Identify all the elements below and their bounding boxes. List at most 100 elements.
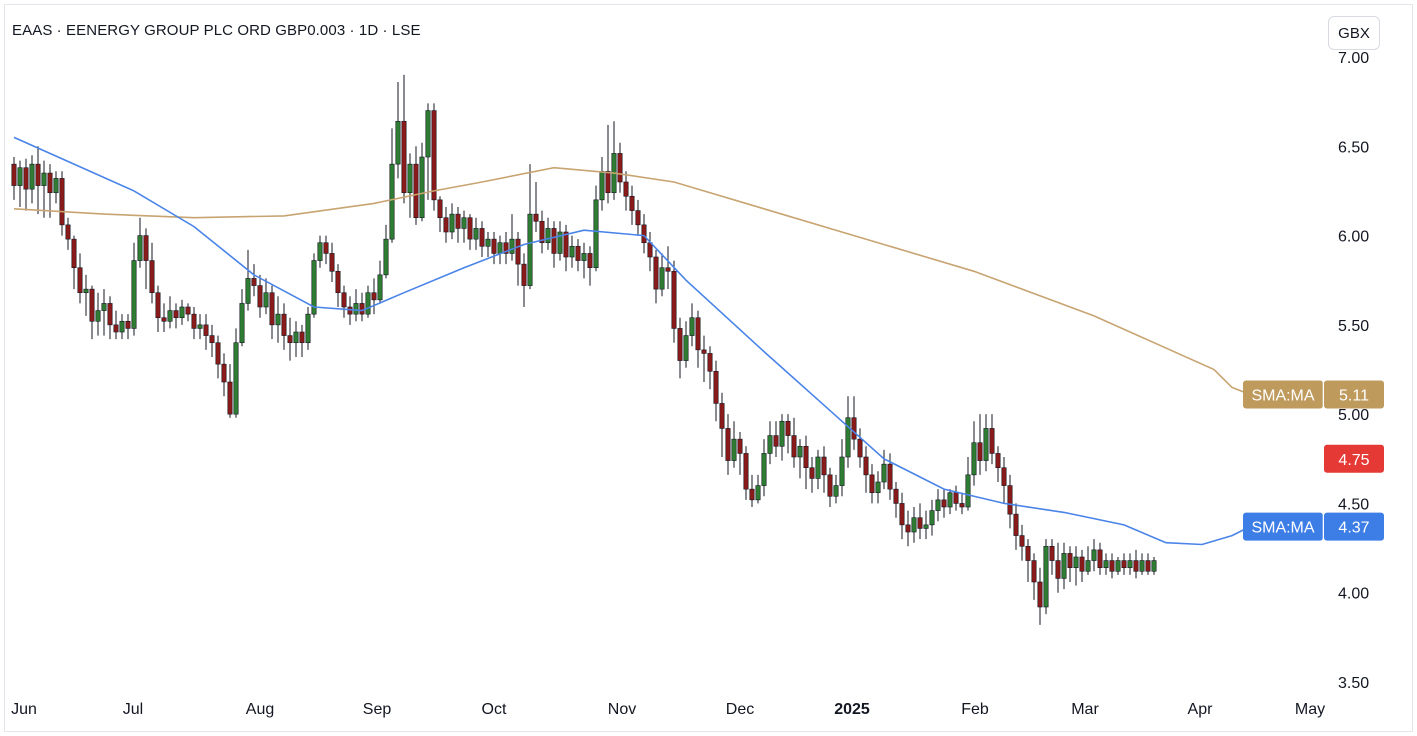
candle-body <box>965 474 971 508</box>
chart-title: EAAS · EENERGY GROUP PLC ORD GBP0.003 · … <box>12 22 421 39</box>
candle-body <box>1085 560 1091 572</box>
candle-body <box>191 313 197 329</box>
candle-body <box>131 260 137 329</box>
candle-body <box>83 288 89 294</box>
candle-body <box>605 170 611 194</box>
candle-body <box>353 303 359 315</box>
sma-long-badge: SMA:MA 5.11 <box>1243 380 1384 409</box>
candle-body <box>335 270 341 294</box>
last-price-badge: 4.75 <box>1324 444 1384 473</box>
candle-body <box>809 467 815 479</box>
y-tick-label: 4.00 <box>1338 586 1369 603</box>
candle-body <box>1067 553 1073 569</box>
candle-body <box>329 253 335 272</box>
candle-body <box>323 242 329 254</box>
candle-body <box>1001 467 1007 486</box>
candle-body <box>1055 560 1061 579</box>
candle-body <box>257 285 263 308</box>
candle-body <box>755 485 761 501</box>
candle-body <box>959 503 965 508</box>
candle-body <box>407 163 413 194</box>
candle-body <box>839 456 845 486</box>
candle-body <box>173 310 179 319</box>
candle-body <box>827 474 833 497</box>
candle-body <box>185 306 191 315</box>
candle-body <box>1115 560 1121 572</box>
candle-body <box>701 349 707 354</box>
candle-body <box>287 335 293 344</box>
x-tick-label: May <box>1295 701 1325 718</box>
candle-body <box>821 456 827 476</box>
candle-body <box>17 167 23 186</box>
candle-body <box>845 417 851 458</box>
x-tick-label: Sep <box>363 701 392 718</box>
chart-frame <box>4 4 1413 732</box>
candle-body <box>851 417 857 440</box>
candle-body <box>1013 513 1019 536</box>
candle-body <box>713 370 719 404</box>
candle-body <box>677 328 683 361</box>
candle-body <box>935 499 941 511</box>
candle-body <box>479 228 485 247</box>
sma-short-badge-value: 4.37 <box>1338 520 1369 537</box>
candle-body <box>317 242 323 261</box>
candle-body <box>155 292 161 319</box>
candle-body <box>593 199 599 269</box>
currency-button[interactable]: GBX <box>1328 16 1380 50</box>
candle-body <box>1079 556 1085 572</box>
candle-body <box>65 224 71 240</box>
candle-body <box>101 303 107 311</box>
candle-body <box>41 172 47 186</box>
candle-body <box>749 488 755 501</box>
candle-body <box>869 474 875 494</box>
candle-body <box>1139 560 1145 572</box>
candle-body <box>275 313 281 326</box>
candle-body <box>143 235 149 261</box>
candle-body <box>389 163 395 240</box>
y-tick-label: 6.50 <box>1338 139 1369 156</box>
sma-long-line <box>13 166 1251 396</box>
candle-body <box>803 445 809 469</box>
candle-body <box>797 445 803 458</box>
candle-body <box>233 342 239 415</box>
candle-body <box>917 517 923 529</box>
x-tick-label: Aug <box>246 701 274 718</box>
candle-body <box>983 428 989 461</box>
candle-body <box>491 238 497 254</box>
candle-body <box>767 435 773 454</box>
candle-body <box>1073 556 1079 569</box>
candle-body <box>461 217 467 229</box>
candle-body <box>137 235 143 261</box>
candle-body <box>71 238 77 269</box>
candle-body <box>1127 560 1133 569</box>
candle-body <box>299 331 305 344</box>
candle-body <box>149 260 155 294</box>
candle-body <box>395 120 401 165</box>
candle-body <box>695 317 701 351</box>
candle-body <box>1097 549 1103 569</box>
candle-body <box>1043 545 1049 608</box>
candle-body <box>119 320 125 333</box>
candle-body <box>671 270 677 329</box>
candle-body <box>383 238 389 276</box>
candle-body <box>1019 535 1025 547</box>
candle-body <box>629 195 635 211</box>
candle-body <box>1121 560 1127 569</box>
candle-body <box>707 353 713 372</box>
sma-long-badge-value: 5.11 <box>1339 388 1369 405</box>
y-tick-label: 5.00 <box>1338 407 1369 424</box>
x-tick-label: Apr <box>1188 701 1214 718</box>
candle-body <box>545 228 551 244</box>
candle-body <box>773 435 779 447</box>
candle-body <box>1031 560 1037 583</box>
candle-body <box>653 256 659 290</box>
sma-short-badge-label-box <box>1243 512 1323 541</box>
candle-body <box>1007 485 1013 515</box>
sma-long-badge-label-box <box>1243 380 1323 409</box>
candle-body <box>35 163 41 186</box>
candle-body <box>815 456 821 479</box>
x-tick-label: Oct <box>482 701 507 718</box>
candle-body <box>419 156 425 219</box>
candle-body <box>1109 560 1115 572</box>
